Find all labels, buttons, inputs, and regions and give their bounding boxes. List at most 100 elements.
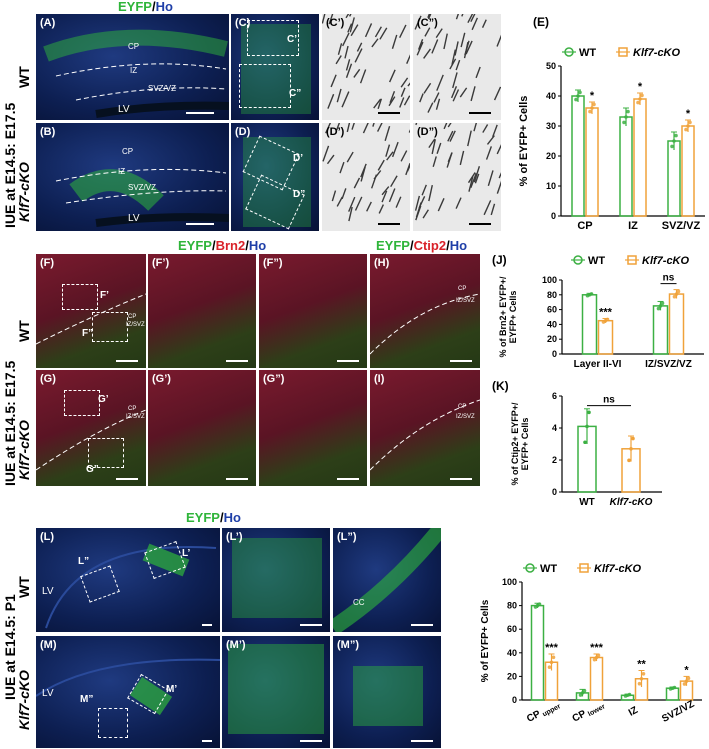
neuron-mark <box>403 95 410 106</box>
data-point <box>684 127 688 132</box>
data-point <box>587 410 591 415</box>
data-point <box>592 102 596 107</box>
panel-f1-label: (F’) <box>152 257 170 269</box>
x-tick-sublabel: upper <box>540 703 562 719</box>
y-tick-label: 80 <box>507 601 517 611</box>
x-tick-label: Layer II-VI <box>574 359 622 370</box>
neuron-mark <box>435 28 443 39</box>
region-izsvz: IZ/SVZ <box>126 414 145 420</box>
data-point <box>686 676 691 681</box>
region-cc: CC <box>353 598 365 607</box>
panel-c1-label: (C’) <box>326 17 345 29</box>
panel-g2-label: (G”) <box>263 373 285 385</box>
neuron-mark <box>400 87 406 97</box>
neuron-mark <box>360 163 367 178</box>
data-point <box>674 292 679 296</box>
neuron-mark <box>336 196 343 207</box>
panel-f-image: (F) F’ F” CP IZ/SVZ <box>36 254 146 368</box>
section2-row-ko: Klf7-cKO <box>16 420 32 480</box>
panel-m1-image: (M’) <box>222 636 330 748</box>
panel-l-image: (L) L” L’ LV <box>36 528 220 632</box>
neuron-mark <box>379 27 388 40</box>
neuron-mark <box>428 138 436 149</box>
neuron-mark <box>373 170 382 180</box>
inset-box-c2 <box>239 64 291 108</box>
scale-bar <box>469 112 491 114</box>
panel-i-label: (I) <box>374 373 385 385</box>
data-point <box>686 124 690 128</box>
section3-row-wt: WT <box>16 576 32 598</box>
neuron-mark <box>345 59 351 71</box>
y-axis-label: % of Brn2+ EYFP+/EYFP+ Cells <box>498 276 518 358</box>
neuron-mark <box>325 123 332 134</box>
significance-label: *** <box>545 642 559 654</box>
neuron-mark <box>371 38 379 48</box>
data-point <box>622 120 626 125</box>
neuron-mark <box>475 66 481 79</box>
neuron-mark <box>342 32 350 47</box>
region-izsvz: IZ/SVZ <box>456 298 475 304</box>
region-cp: CP <box>128 42 140 51</box>
section1-title: EYFP/Ho <box>118 0 173 14</box>
data-point <box>658 304 663 308</box>
neuron-mark <box>459 87 468 98</box>
neuron-mark <box>347 23 353 33</box>
data-point <box>574 97 578 102</box>
scale-bar <box>226 478 248 480</box>
panel-h-image: (H) CP IZ/SVZ <box>370 254 480 368</box>
y-tick-label: 6 <box>552 391 557 401</box>
neuron-mark <box>490 203 496 216</box>
neuron-mark <box>418 196 426 209</box>
panel-a-label: (A) <box>40 17 56 29</box>
scale-bar <box>186 223 214 225</box>
region-izsvz: IZ/SVZ <box>126 322 145 328</box>
inset-box-c1 <box>247 20 299 56</box>
panel-l2-image: (L”) CC <box>333 528 441 632</box>
inset-box-g1 <box>64 390 100 416</box>
neuron-mark <box>483 200 492 216</box>
panel-l2-label: (L”) <box>337 531 357 543</box>
data-point <box>624 115 628 119</box>
inset-label-d1: D’ <box>293 153 303 164</box>
panel-l1-image: (L’) <box>222 528 330 632</box>
region-cp: CP <box>128 314 137 320</box>
neuron-mark <box>377 98 383 110</box>
region-cp: CP <box>128 406 137 412</box>
panel-d-image: (D) D’ D” <box>231 123 319 231</box>
y-axis-label-line: EYFP+ Cells <box>508 291 518 344</box>
neuron-mark <box>423 48 432 59</box>
neuron-mark <box>443 33 448 50</box>
data-point <box>583 440 587 445</box>
data-point <box>684 679 689 683</box>
scale-bar <box>226 360 248 362</box>
region-izsvz: IZ/SVZ <box>456 414 475 420</box>
neuron-mark <box>451 49 457 65</box>
x-tick-label: WT <box>579 497 595 508</box>
neuron-mark <box>406 54 410 64</box>
panel-m1-label: (M’) <box>226 639 246 651</box>
neuron-mark <box>391 141 399 158</box>
inset-box-f2 <box>92 312 128 342</box>
neuron-mark <box>492 124 498 138</box>
scale-bar <box>300 740 322 742</box>
neuron-mark <box>356 42 363 52</box>
scale-bar <box>300 624 322 626</box>
neuron-mark <box>496 144 501 155</box>
data-point <box>547 665 552 669</box>
panel-j-label: (J) <box>492 253 507 267</box>
data-point <box>674 133 678 138</box>
data-point <box>672 139 676 143</box>
x-tick-label: IZ <box>627 705 640 719</box>
neuron-mark <box>437 198 445 212</box>
neuron-mark <box>330 74 337 88</box>
neuron-mark <box>470 14 476 22</box>
neuron-mark <box>427 102 434 113</box>
neuron-mark <box>362 123 369 134</box>
y-tick-label: 20 <box>547 334 557 344</box>
significance-label: * <box>638 81 643 93</box>
neuron-mark <box>485 146 493 160</box>
neuron-mark <box>354 48 363 63</box>
y-axis-label-line: % of Brn2+ EYFP+/ <box>498 276 508 358</box>
neuron-mark <box>454 41 459 56</box>
legend-label: Klf7-cKO <box>594 563 642 575</box>
